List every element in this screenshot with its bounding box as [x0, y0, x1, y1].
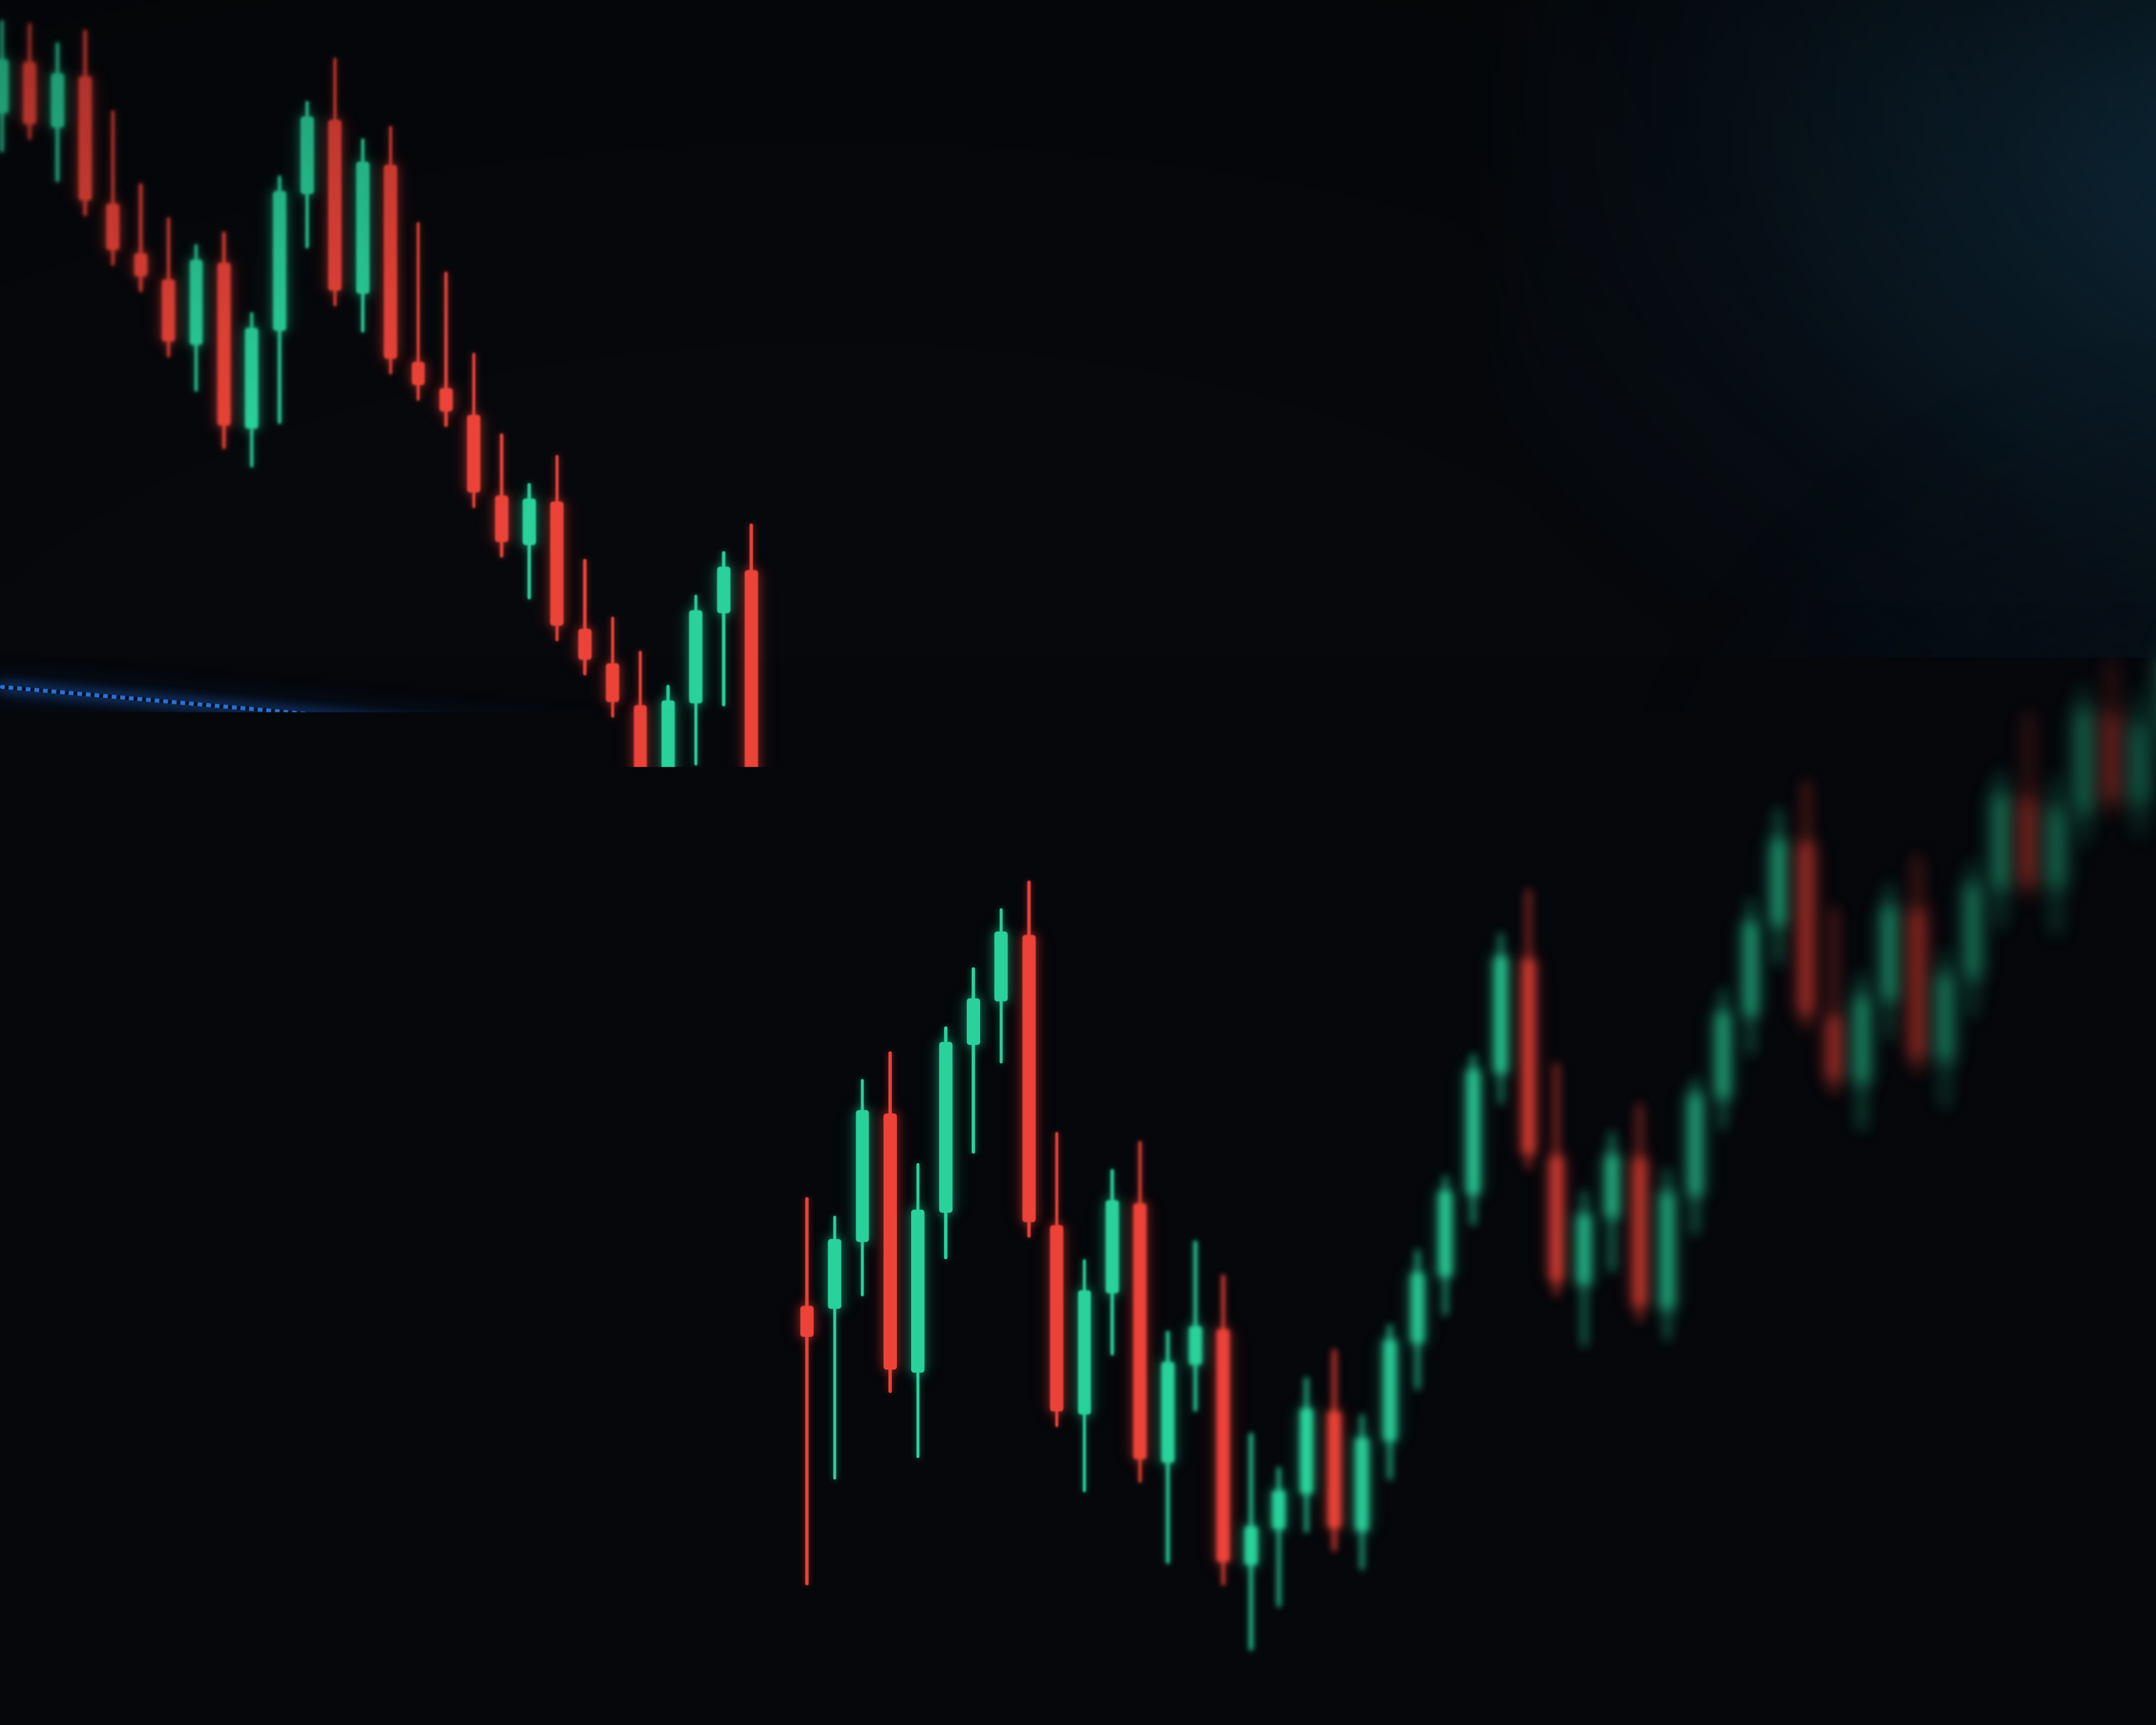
bokeh-blob: [1729, 1591, 1789, 1661]
bokeh-blob: [1481, 1645, 1520, 1690]
bokeh-blob: [1902, 1510, 1952, 1568]
bokeh-highlights: [0, 0, 2156, 1725]
screen-photograph: [0, 0, 2156, 1725]
